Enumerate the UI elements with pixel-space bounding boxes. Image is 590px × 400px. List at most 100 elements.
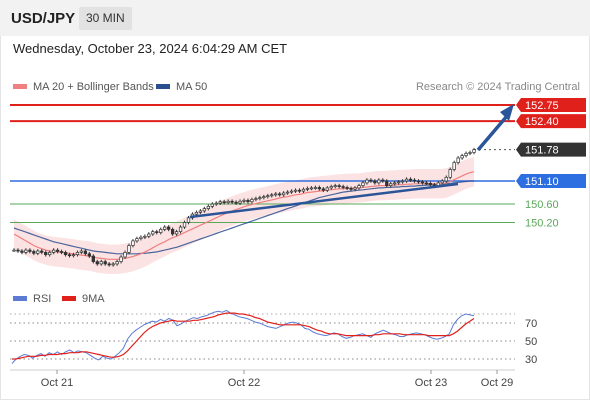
candle	[186, 216, 191, 225]
candle-body	[44, 252, 48, 256]
candle-body	[230, 200, 234, 203]
candle	[349, 186, 353, 192]
candle-body	[218, 201, 222, 204]
candle	[71, 252, 76, 258]
candle-body	[99, 261, 103, 265]
candle-body	[119, 256, 123, 262]
ma20-legend-swatch	[13, 84, 27, 89]
candle	[321, 186, 325, 193]
ma50-line	[13, 180, 474, 255]
candle	[424, 181, 429, 186]
forecast-arrow-head	[500, 104, 514, 121]
candle	[400, 179, 405, 184]
price-tag-text: 150.60	[525, 199, 559, 211]
candle-body	[167, 226, 171, 230]
price-tag-bg	[516, 142, 586, 157]
candle-body	[194, 211, 199, 215]
candle	[238, 199, 242, 205]
candle	[198, 209, 203, 215]
candle	[333, 183, 337, 189]
price-tag-150.60: 150.60	[525, 199, 559, 211]
candle	[278, 192, 282, 197]
candle	[163, 225, 167, 232]
candle-body	[258, 197, 262, 199]
candle-body	[103, 261, 107, 265]
candle	[167, 225, 171, 232]
candle-body	[36, 250, 40, 254]
candle-body	[369, 179, 373, 182]
rsi-legend-label: RSI	[33, 293, 51, 305]
candle	[452, 160, 456, 172]
candle-body	[67, 254, 72, 257]
interval-button[interactable]: 30 MIN	[79, 7, 132, 30]
candle	[282, 191, 286, 197]
candle-body	[448, 169, 452, 178]
candle-body	[234, 201, 238, 204]
candle	[389, 181, 393, 188]
candle-body	[408, 178, 413, 181]
candle-body	[198, 210, 203, 213]
candle	[123, 250, 127, 259]
candle-body	[71, 254, 76, 257]
candle	[285, 190, 290, 195]
candle-body	[282, 192, 286, 196]
candle	[341, 184, 345, 190]
candle	[111, 262, 115, 267]
candle	[115, 259, 119, 266]
candle	[258, 195, 262, 201]
candle	[32, 249, 36, 256]
candle-body	[95, 261, 99, 265]
rsi-tick-30: 30	[525, 354, 537, 366]
price-tag-150.20: 150.20	[525, 217, 559, 229]
price-tag-bg	[516, 98, 586, 112]
candle	[274, 192, 278, 197]
candle-body	[305, 188, 310, 190]
candle	[444, 175, 448, 183]
candle-body	[151, 231, 155, 235]
candle-body	[83, 250, 88, 255]
candle-body	[393, 182, 397, 185]
candle	[28, 248, 32, 254]
candle	[143, 234, 147, 240]
candle-body	[52, 249, 56, 253]
candle-body	[20, 250, 24, 253]
candle	[59, 249, 64, 255]
candle-body	[361, 182, 365, 186]
candle	[266, 193, 270, 199]
candle	[317, 185, 321, 191]
candle-body	[309, 187, 314, 190]
price-tag-text: 151.78	[525, 145, 559, 157]
candle	[377, 178, 381, 185]
legend: MA 20 + Bollinger Bands MA 50 Research ©…	[13, 81, 580, 93]
candle	[397, 180, 401, 185]
candle-body	[40, 250, 44, 253]
candle-body	[325, 187, 329, 191]
candle-body	[202, 208, 206, 212]
candle	[36, 249, 40, 256]
candle	[99, 259, 103, 266]
candle-body	[131, 240, 135, 246]
candle-body	[24, 249, 28, 253]
candle-body	[321, 188, 325, 191]
candle	[408, 177, 413, 182]
candle-body	[127, 245, 131, 253]
candle	[270, 192, 274, 198]
candle	[16, 248, 20, 253]
price-tag-bg	[516, 114, 586, 129]
candle-body	[301, 188, 306, 192]
candle-body	[420, 181, 425, 184]
candle-body	[182, 222, 187, 228]
candle-body	[432, 184, 436, 187]
candle-body	[79, 250, 84, 253]
ma50-legend-label: MA 50	[176, 81, 207, 93]
rsi-tick-50: 50	[525, 336, 537, 348]
candle	[20, 249, 24, 255]
candle-body	[135, 238, 139, 242]
candle	[393, 181, 397, 186]
candle	[75, 250, 80, 257]
candle	[468, 150, 472, 156]
candle	[313, 185, 318, 190]
candle	[159, 227, 163, 235]
candle	[24, 248, 28, 255]
candle-body	[28, 249, 32, 252]
